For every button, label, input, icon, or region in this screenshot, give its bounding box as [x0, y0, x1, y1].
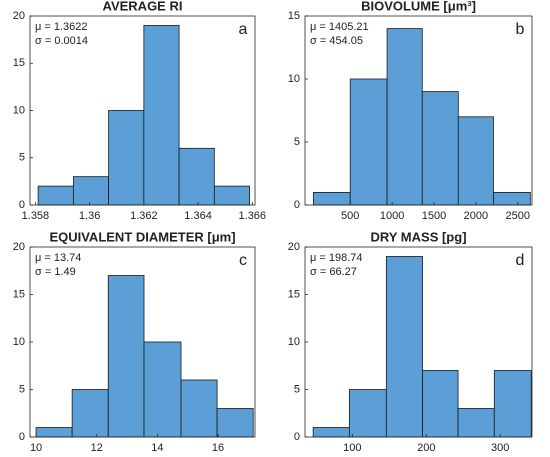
y-tick-label: 15	[13, 57, 25, 69]
x-tick-label: 1.364	[184, 210, 212, 222]
x-tick-label: 1.358	[22, 210, 50, 222]
y-tick-label: 20	[13, 241, 25, 253]
annotation: μ = 1.3622	[35, 21, 88, 33]
bar	[143, 25, 180, 206]
bar	[457, 116, 494, 206]
panel-title: EQUIVALENT DIAMETER [μm]	[49, 229, 235, 244]
bar	[493, 370, 532, 438]
bar	[178, 147, 215, 206]
annotation: μ = 198.74	[310, 252, 363, 264]
y-tick-label: 5	[19, 383, 25, 395]
x-tick-label: 16	[212, 442, 224, 454]
bar	[107, 275, 145, 438]
panel-title: AVERAGE RI	[103, 0, 183, 13]
axes-box	[304, 15, 533, 206]
panel-letter: a	[239, 21, 248, 38]
x-tick-label: 10	[30, 442, 42, 454]
y-tick-label: 5	[19, 152, 25, 164]
annotation: σ = 0.0014	[35, 35, 88, 47]
y-tick-label: 10	[288, 336, 300, 348]
bar	[143, 341, 182, 438]
bar	[386, 28, 423, 206]
bar	[35, 427, 73, 438]
y-tick-label: 10	[13, 336, 25, 348]
bar	[493, 191, 531, 206]
y-tick-label: 20	[288, 241, 300, 253]
bar	[312, 191, 351, 206]
bar	[72, 176, 110, 206]
x-tick-label: 2000	[464, 210, 488, 222]
x-tick-label: 1.36	[79, 210, 100, 222]
y-tick-label: 15	[13, 288, 25, 300]
panel-title: BIOVOLUME [μm³]	[361, 0, 476, 13]
x-tick-label: 1.366	[239, 210, 267, 222]
panel-title: DRY MASS [pg]	[370, 229, 466, 244]
x-tick-label: 12	[91, 442, 103, 454]
x-tick-label: 100	[343, 442, 361, 454]
panel-letter: b	[516, 21, 525, 38]
annotation: σ = 1.49	[35, 266, 76, 278]
annotation: μ = 1405.21	[310, 21, 369, 33]
bar	[180, 379, 218, 438]
y-tick-label: 5	[294, 136, 300, 148]
x-tick-label: 1.362	[130, 210, 158, 222]
bar	[216, 408, 254, 438]
bar	[348, 389, 387, 438]
x-tick-label: 1500	[422, 210, 446, 222]
y-tick-label: 15	[288, 288, 300, 300]
y-tick-label: 0	[294, 431, 300, 443]
y-tick-label: 0	[19, 431, 25, 443]
x-tick-label: 500	[341, 210, 359, 222]
bar	[457, 408, 495, 438]
x-tick-label: 300	[491, 442, 509, 454]
bar	[213, 185, 250, 206]
x-tick-label: 14	[151, 442, 163, 454]
bar	[108, 110, 145, 206]
y-tick-label: 10	[288, 73, 300, 85]
y-tick-label: 5	[294, 383, 300, 395]
bar	[422, 370, 459, 438]
x-tick-label: 2500	[506, 210, 530, 222]
y-tick-label: 20	[13, 10, 25, 22]
bar	[71, 389, 109, 438]
y-tick-label: 10	[13, 104, 25, 116]
bar	[37, 185, 74, 206]
annotation: μ = 13.74	[35, 252, 81, 264]
y-tick-label: 0	[294, 199, 300, 211]
annotation: σ = 66.27	[310, 266, 357, 278]
annotation: σ = 454.05	[310, 35, 363, 47]
x-tick-label: 1000	[380, 210, 404, 222]
y-tick-label: 0	[19, 199, 25, 211]
panel-letter: c	[239, 252, 247, 269]
bar	[312, 427, 350, 438]
y-tick-label: 15	[288, 10, 300, 22]
x-tick-label: 200	[417, 442, 435, 454]
bar	[349, 78, 388, 206]
bar	[421, 91, 459, 206]
bar	[385, 256, 423, 438]
panel-letter: d	[516, 252, 525, 269]
